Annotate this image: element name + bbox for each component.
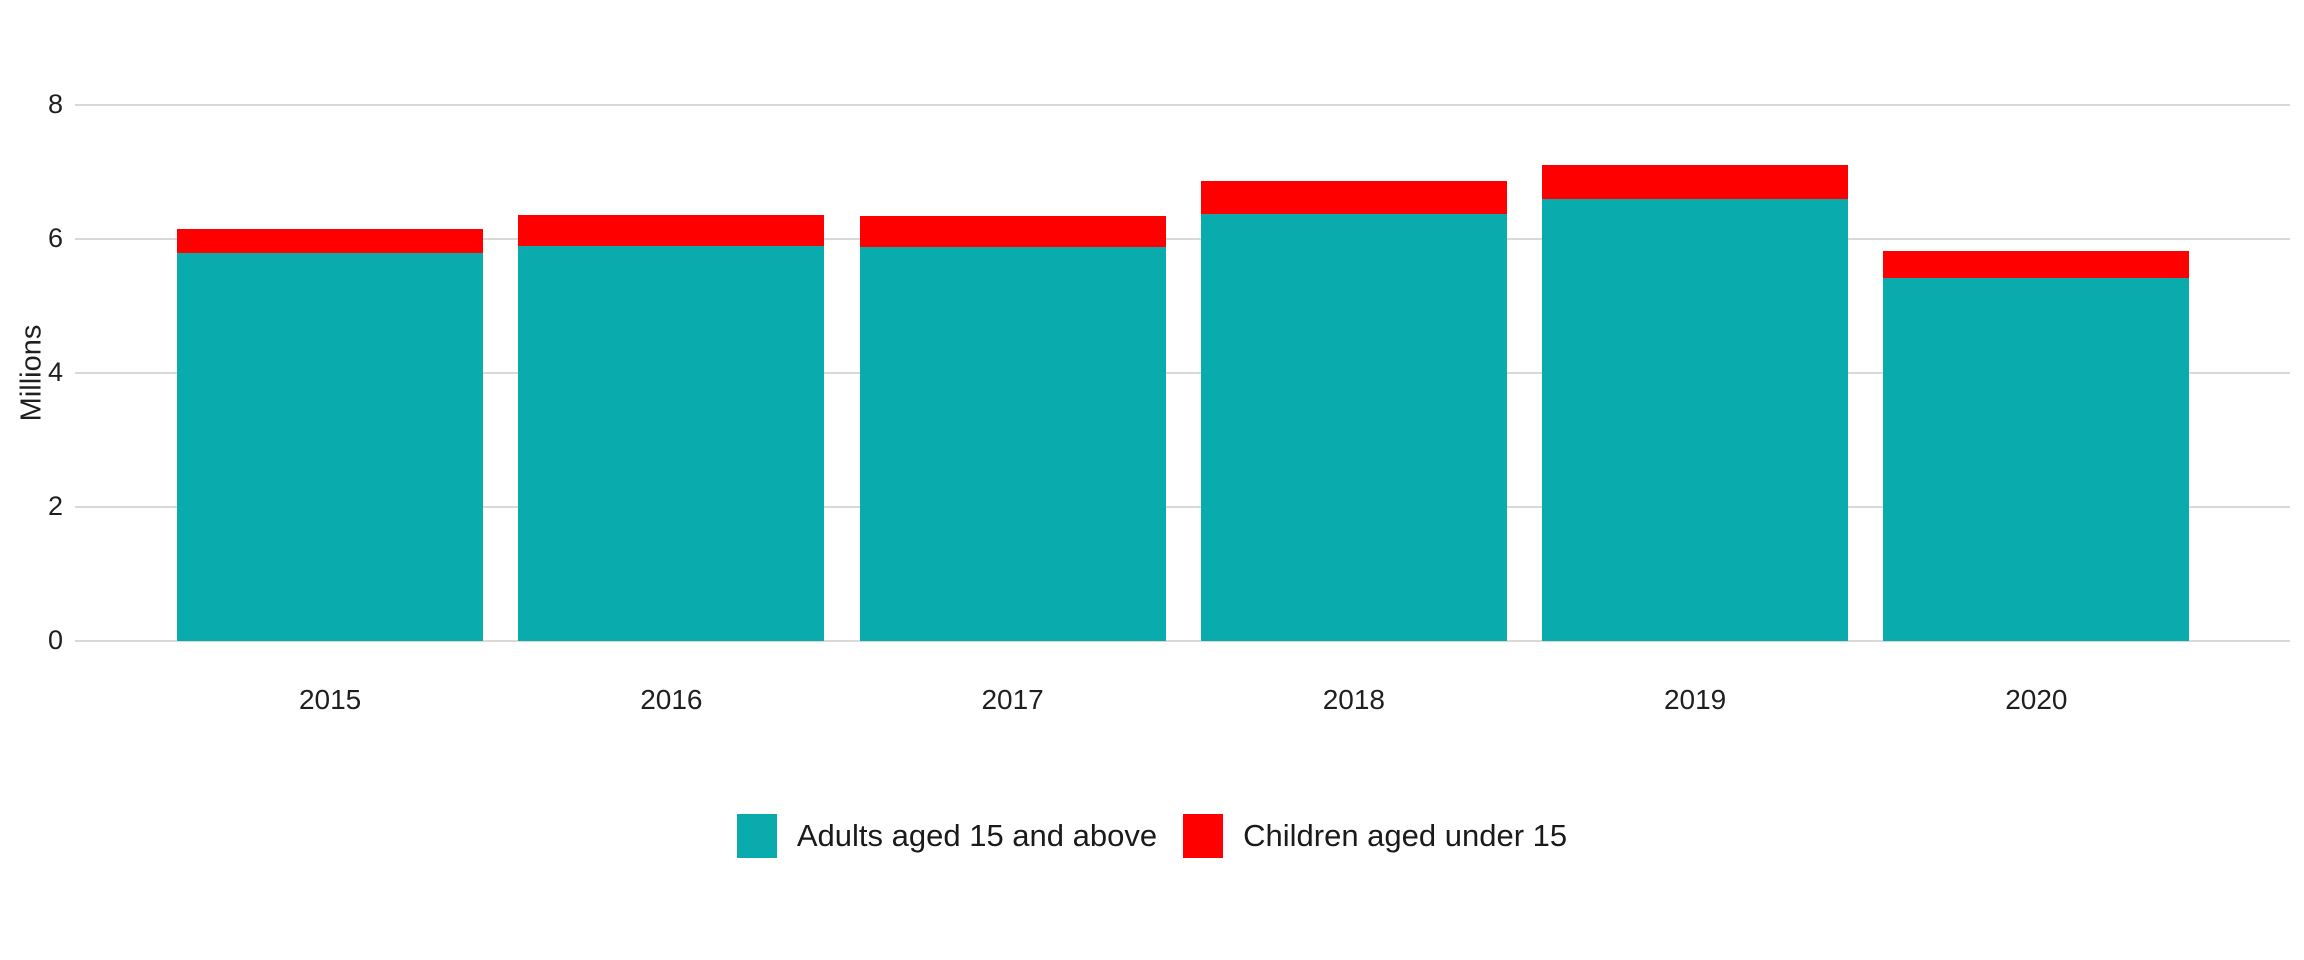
y-axis-title: Millions	[15, 324, 48, 422]
x-tick-label-2019: 2019	[1663, 684, 1727, 715]
legend: Adults aged 15 and above Children aged un…	[0, 814, 2304, 858]
bar-2019-segment-adults[interactable]	[1542, 198, 1849, 641]
y-tick-label-4: 4	[47, 357, 63, 387]
y-tick-label-8: 8	[47, 89, 63, 119]
y-tick-label-0: 0	[47, 625, 63, 655]
x-tick-label-2016: 2016	[640, 684, 703, 715]
legend-swatch-children	[1183, 814, 1224, 858]
bar-2020-segment-children[interactable]	[1883, 251, 2190, 278]
bar-2015-segment-adults[interactable]	[177, 253, 484, 641]
bar-2016-segment-adults[interactable]	[518, 245, 825, 641]
legend-label-adults: Adults aged 15 and above	[796, 818, 1158, 853]
y-tick-label-2: 2	[47, 491, 63, 521]
bar-2016-segment-children[interactable]	[518, 214, 825, 246]
x-tick-label-2020: 2020	[2005, 684, 2068, 715]
gridline-y-4	[75, 372, 2290, 374]
bar-2018-segment-adults[interactable]	[1200, 214, 1507, 641]
legend-item-children[interactable]: Children aged under 15	[1183, 814, 1567, 858]
legend-label-children: Children aged under 15	[1243, 818, 1568, 853]
bar-2020-segment-adults[interactable]	[1883, 277, 2190, 641]
x-tick-label-2018: 2018	[1322, 684, 1386, 715]
bar-2017-segment-adults[interactable]	[859, 247, 1166, 641]
bar-2018-segment-children[interactable]	[1200, 180, 1507, 215]
bar-2015-segment-children[interactable]	[177, 228, 484, 254]
gridline-y-8	[75, 104, 2290, 106]
x-tick-label-2017: 2017	[981, 684, 1044, 715]
y-tick-label-6: 6	[47, 223, 63, 253]
bar-2017-segment-children[interactable]	[859, 216, 1166, 248]
bar-2019-segment-children[interactable]	[1542, 164, 1849, 199]
gridline-y-6	[75, 238, 2290, 240]
legend-swatch-adults	[736, 814, 777, 858]
gridline-y-2	[75, 506, 2290, 508]
legend-item-adults[interactable]: Adults aged 15 and above	[736, 814, 1158, 858]
x-tick-label-2015: 2015	[298, 684, 362, 715]
gridline-y-0	[75, 640, 2290, 642]
